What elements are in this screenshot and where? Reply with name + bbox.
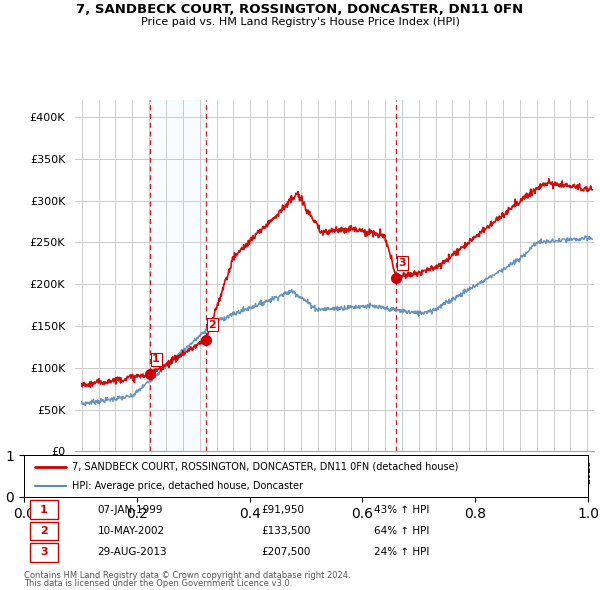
Text: Price paid vs. HM Land Registry's House Price Index (HPI): Price paid vs. HM Land Registry's House … [140, 17, 460, 27]
Text: 3: 3 [40, 548, 47, 558]
Text: This data is licensed under the Open Government Licence v3.0.: This data is licensed under the Open Gov… [24, 579, 292, 588]
Text: 24% ↑ HPI: 24% ↑ HPI [374, 548, 429, 558]
FancyBboxPatch shape [29, 522, 58, 540]
Text: 1: 1 [152, 355, 160, 365]
Text: £91,950: £91,950 [261, 504, 304, 514]
Text: 1: 1 [40, 504, 47, 514]
Text: Contains HM Land Registry data © Crown copyright and database right 2024.: Contains HM Land Registry data © Crown c… [24, 571, 350, 579]
Text: 7, SANDBECK COURT, ROSSINGTON, DONCASTER, DN11 0FN: 7, SANDBECK COURT, ROSSINGTON, DONCASTER… [76, 3, 524, 16]
Text: 43% ↑ HPI: 43% ↑ HPI [374, 504, 429, 514]
Text: 10-MAY-2002: 10-MAY-2002 [97, 526, 164, 536]
FancyBboxPatch shape [29, 500, 58, 519]
Bar [149, 100, 206, 451]
Text: £133,500: £133,500 [261, 526, 310, 536]
Text: 2: 2 [208, 320, 216, 330]
Text: HPI: Average price, detached house, Doncaster: HPI: Average price, detached house, Donc… [72, 481, 303, 491]
Text: 7, SANDBECK COURT, ROSSINGTON, DONCASTER, DN11 0FN (detached house): 7, SANDBECK COURT, ROSSINGTON, DONCASTER… [72, 461, 458, 471]
FancyBboxPatch shape [29, 543, 58, 562]
Text: 07-JAN-1999: 07-JAN-1999 [97, 504, 163, 514]
Bar [396, 100, 404, 451]
Text: 29-AUG-2013: 29-AUG-2013 [97, 548, 167, 558]
Text: £207,500: £207,500 [261, 548, 310, 558]
Text: 2: 2 [40, 526, 47, 536]
Text: 3: 3 [399, 258, 406, 268]
Text: 64% ↑ HPI: 64% ↑ HPI [374, 526, 429, 536]
